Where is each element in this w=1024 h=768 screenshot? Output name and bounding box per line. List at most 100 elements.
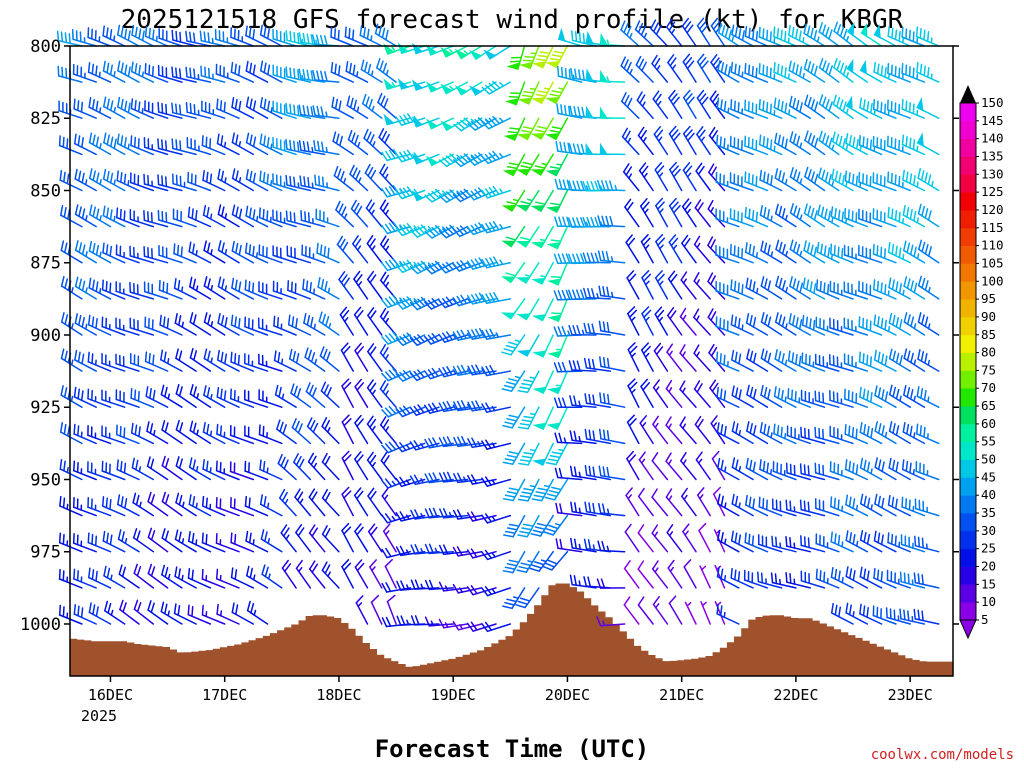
wind-barb	[531, 261, 554, 285]
wind-barb	[424, 188, 454, 203]
wind-barb	[276, 419, 297, 445]
wind-barb	[411, 79, 440, 91]
wind-barb	[285, 174, 312, 192]
wind-barb	[652, 415, 669, 445]
wind-barb	[102, 530, 126, 553]
wind-barb	[625, 487, 640, 517]
wind-barb	[299, 175, 326, 192]
wind-barb	[202, 458, 226, 481]
wind-barb	[87, 496, 112, 517]
wind-barb	[203, 348, 226, 372]
wind-barb	[481, 115, 512, 130]
wind-barb	[354, 378, 369, 408]
wind-barb	[440, 45, 469, 58]
wind-barb	[384, 558, 397, 589]
colorbar-swatch	[960, 103, 976, 122]
wind-barb	[438, 189, 469, 203]
wind-barb	[717, 22, 740, 47]
wind-barb	[101, 279, 126, 300]
wind-barb	[144, 351, 169, 372]
wind-barb	[789, 167, 811, 192]
wind-barb	[104, 600, 126, 625]
wind-barb	[215, 460, 240, 481]
wind-barb	[157, 138, 183, 156]
wind-barb	[917, 203, 940, 228]
wind-barb	[730, 98, 754, 119]
wind-barb	[585, 30, 612, 47]
wind-barb	[903, 384, 926, 408]
colorbar-swatch	[960, 120, 976, 139]
wind-barb	[203, 385, 226, 408]
wind-barb	[438, 544, 469, 555]
wind-barb	[759, 205, 783, 228]
wind-barb	[217, 204, 240, 228]
wind-barb	[424, 437, 454, 449]
wind-barb	[833, 21, 854, 47]
wind-barb	[858, 351, 883, 372]
wind-barb	[844, 423, 869, 445]
colorbar-swatch	[960, 245, 976, 264]
wind-barb	[745, 457, 769, 481]
wind-barb	[258, 389, 283, 408]
wind-barb	[354, 559, 369, 589]
wind-barb	[298, 140, 326, 156]
wind-barb	[774, 132, 797, 156]
wind-barb	[773, 97, 797, 119]
wind-barb	[815, 568, 840, 589]
wind-barb	[452, 364, 483, 376]
wind-barb	[501, 370, 526, 392]
colorbar-tick-label: 30	[981, 523, 996, 538]
wind-barb	[261, 564, 283, 589]
wind-barb	[258, 244, 283, 264]
wind-barb	[185, 102, 212, 119]
colorbar-tick-label: 5	[981, 612, 989, 627]
wind-barb	[744, 62, 769, 83]
wind-barb	[395, 511, 426, 522]
wind-barb	[88, 567, 112, 589]
wind-barb	[698, 522, 711, 553]
wind-barb	[654, 161, 669, 192]
wind-barb	[201, 135, 226, 156]
wind-barb	[729, 172, 754, 192]
wind-barb	[144, 26, 169, 47]
wind-barb	[651, 54, 669, 83]
wind-barb	[378, 128, 397, 156]
wind-barb	[654, 270, 669, 300]
wind-barb	[818, 130, 840, 156]
wind-barb	[171, 66, 197, 83]
wind-barb	[596, 578, 626, 589]
wind-barb	[258, 353, 283, 372]
wind-barb	[599, 392, 626, 408]
wind-barb	[665, 18, 683, 47]
wind-barb	[116, 170, 140, 192]
colorbar-tick-label: 50	[981, 452, 996, 467]
wind-barb	[320, 381, 340, 408]
wind-barb	[438, 366, 469, 378]
wind-barb	[570, 537, 597, 553]
wind-barb	[503, 514, 526, 538]
wind-barb	[452, 509, 483, 520]
wind-barb	[757, 534, 783, 553]
wind-barb	[667, 307, 683, 336]
colorbar-swatch	[960, 174, 976, 193]
wind-barb	[873, 24, 897, 47]
wind-barb	[59, 421, 83, 445]
wind-barb	[627, 342, 640, 372]
wind-barb	[569, 465, 597, 481]
wind-barb	[438, 153, 469, 168]
wind-barb	[715, 316, 740, 336]
wind-barb	[800, 535, 826, 553]
wind-barb	[244, 242, 269, 264]
wind-barb	[231, 277, 255, 300]
wind-barb	[902, 421, 926, 445]
wind-barb	[902, 169, 926, 192]
wind-barb	[700, 601, 711, 625]
wind-barb	[788, 95, 811, 119]
wind-barb	[246, 600, 269, 625]
wind-barb	[244, 389, 269, 408]
wind-barb	[598, 285, 626, 300]
wind-barb	[774, 168, 797, 192]
wind-barb	[367, 523, 383, 553]
wind-barb	[917, 312, 940, 336]
wind-barb	[481, 549, 512, 561]
